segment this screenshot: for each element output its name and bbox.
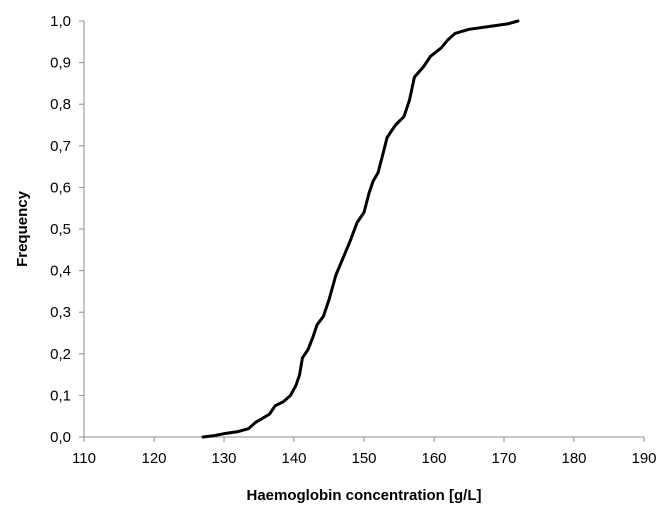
axes xyxy=(79,20,645,442)
cumulative-frequency-line xyxy=(201,19,520,439)
x-axis-tick-labels: 110 120 130 140 150 160 170 180 190 xyxy=(72,450,656,467)
y-tick-label: 0,1 xyxy=(50,387,71,404)
x-tick-label: 160 xyxy=(421,450,446,467)
y-tick-label: 0,3 xyxy=(50,304,71,321)
y-tick-label: 1,0 xyxy=(50,13,71,30)
y-tick-label: 0,4 xyxy=(50,263,71,280)
y-tick-label: 0,0 xyxy=(50,429,71,446)
y-axis-title: Frequency xyxy=(14,190,31,267)
x-tick-label: 150 xyxy=(351,450,376,467)
x-tick-label: 120 xyxy=(141,450,166,467)
y-axis-tick-labels: 0,0 0,1 0,2 0,3 0,4 0,5 0,6 0,7 0,8 0,9 1,0 xyxy=(50,13,71,446)
y-tick-label: 0,2 xyxy=(50,346,71,363)
y-tick-label: 0,8 xyxy=(50,96,71,113)
plot-area xyxy=(201,19,520,439)
y-tick-label: 0,6 xyxy=(50,179,71,196)
x-tick-label: 140 xyxy=(281,450,306,467)
x-tick-label: 190 xyxy=(631,450,656,467)
x-tick-label: 110 xyxy=(72,450,96,467)
y-tick-label: 0,9 xyxy=(50,55,71,72)
x-tick-label: 130 xyxy=(211,450,236,467)
x-tick-label: 180 xyxy=(561,450,586,467)
y-tick-label: 0,7 xyxy=(50,138,71,155)
x-axis-title: Haemoglobin concentration [g/L] xyxy=(247,487,482,504)
x-tick-label: 170 xyxy=(491,450,516,467)
y-tick-label: 0,5 xyxy=(50,221,71,238)
